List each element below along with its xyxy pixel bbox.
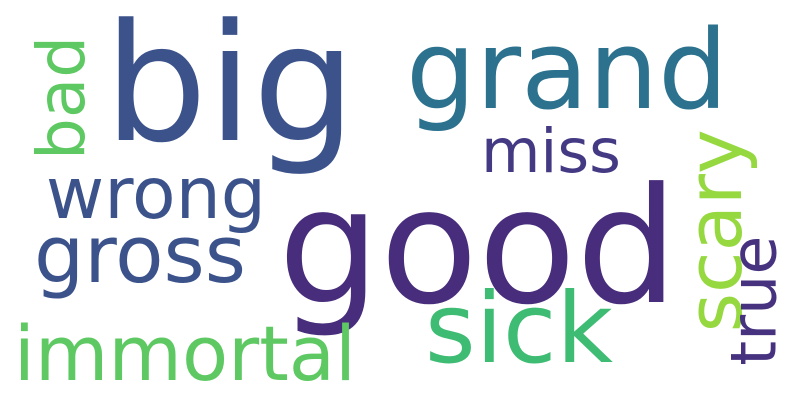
word-grand: grand: [406, 6, 728, 134]
word-true: true: [716, 235, 791, 367]
word-wrong: wrong: [45, 152, 267, 236]
word-bad: bad: [23, 35, 101, 160]
word-immortal: immortal: [13, 310, 357, 399]
word-gross: gross: [34, 208, 247, 302]
word-big: big: [104, 0, 356, 180]
word-miss: miss: [481, 115, 621, 187]
word-good: good: [278, 153, 678, 341]
word-sick: sick: [424, 272, 614, 387]
